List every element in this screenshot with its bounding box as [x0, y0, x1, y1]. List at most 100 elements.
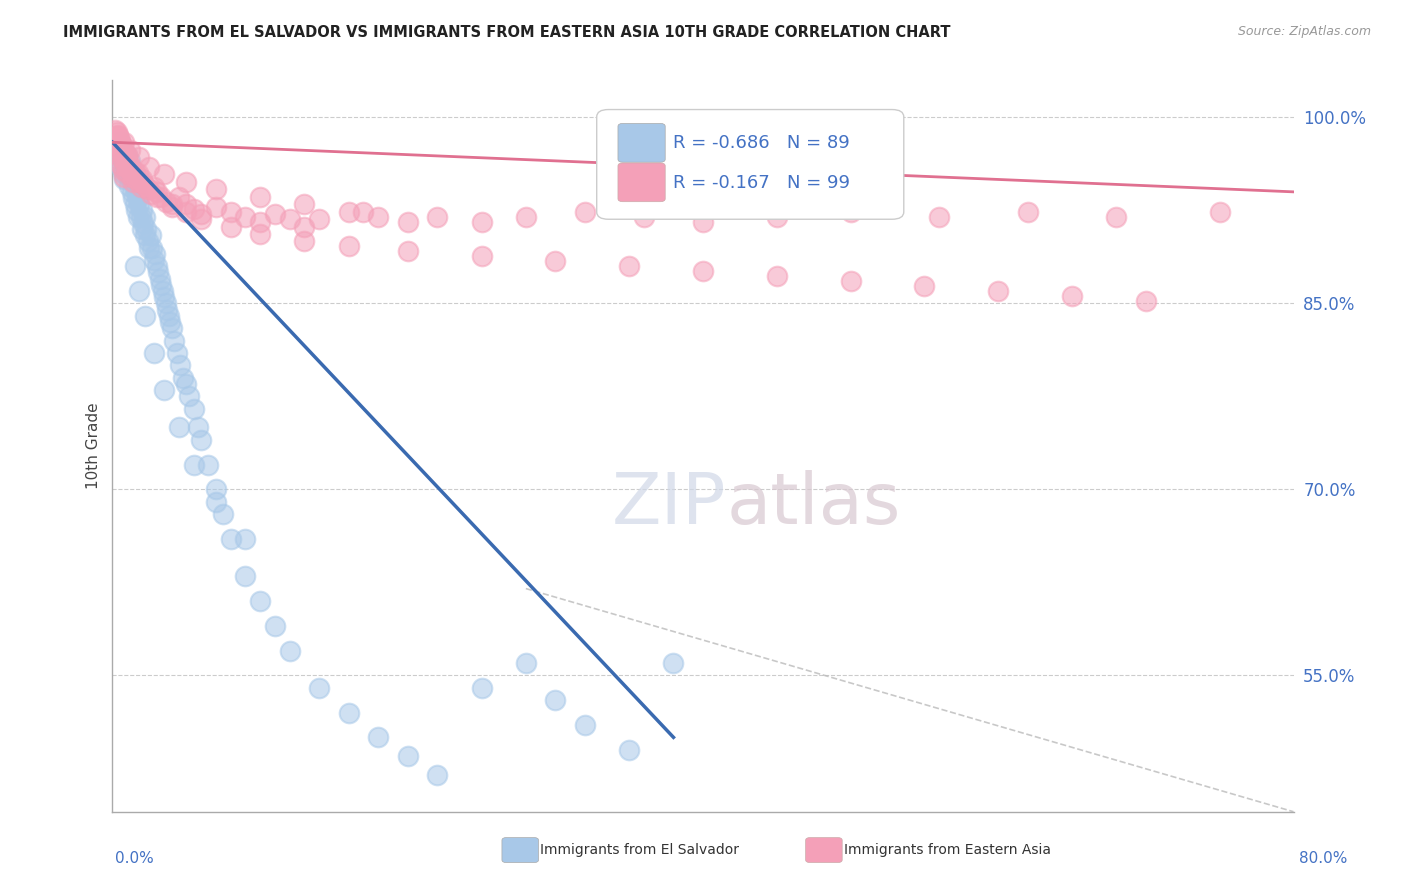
Point — [120, 158, 142, 172]
Point — [138, 160, 160, 174]
Point — [212, 507, 235, 521]
Point — [146, 190, 169, 204]
Text: R = -0.167   N = 99: R = -0.167 N = 99 — [673, 174, 851, 192]
Point — [129, 210, 152, 224]
Point — [249, 190, 271, 204]
Point — [426, 767, 449, 781]
Point — [127, 166, 149, 180]
Point — [396, 244, 419, 259]
Point — [111, 166, 134, 180]
Point — [633, 210, 655, 224]
Point — [117, 166, 138, 180]
Point — [249, 214, 271, 228]
Point — [121, 169, 143, 184]
Point — [692, 264, 714, 278]
Y-axis label: 10th Grade: 10th Grade — [86, 402, 101, 490]
Point — [111, 140, 134, 154]
Point — [337, 239, 360, 253]
Point — [136, 235, 159, 249]
Point — [125, 203, 148, 218]
Point — [148, 265, 170, 279]
Point — [131, 172, 153, 186]
Point — [110, 158, 132, 172]
Point — [134, 210, 156, 224]
Point — [146, 259, 169, 273]
Point — [174, 197, 197, 211]
Point — [122, 175, 145, 189]
Point — [128, 150, 150, 164]
Text: 0.0%: 0.0% — [115, 851, 155, 865]
Point — [292, 197, 315, 211]
Point — [120, 172, 142, 186]
Point — [121, 166, 143, 180]
Point — [278, 643, 301, 657]
Point — [112, 169, 135, 184]
Point — [179, 389, 201, 403]
Point — [112, 172, 135, 186]
Point — [470, 249, 494, 263]
Point — [219, 204, 242, 219]
Point — [134, 178, 156, 193]
Point — [156, 302, 179, 317]
Point — [396, 748, 419, 763]
Point — [117, 147, 138, 161]
Point — [249, 594, 271, 608]
Point — [187, 420, 209, 434]
Point — [153, 290, 176, 304]
Point — [264, 619, 287, 633]
Text: ZIP: ZIP — [612, 470, 727, 539]
Point — [766, 269, 789, 284]
Point — [132, 216, 155, 230]
Point — [135, 222, 157, 236]
Point — [152, 284, 174, 298]
Point — [167, 420, 190, 434]
Point — [134, 309, 156, 323]
Point — [766, 210, 789, 224]
Point — [108, 153, 131, 168]
Point — [107, 145, 129, 160]
FancyBboxPatch shape — [596, 110, 904, 219]
Point — [131, 222, 153, 236]
Point — [662, 656, 685, 670]
Point — [105, 141, 128, 155]
Point — [367, 731, 389, 745]
Point — [160, 197, 183, 211]
Point — [155, 194, 177, 209]
Text: Source: ZipAtlas.com: Source: ZipAtlas.com — [1237, 25, 1371, 38]
Point — [107, 128, 129, 142]
Point — [138, 241, 160, 255]
Point — [131, 203, 153, 218]
Point — [131, 175, 153, 189]
Point — [110, 160, 132, 174]
Point — [396, 214, 419, 228]
Point — [120, 153, 142, 168]
Point — [839, 274, 862, 288]
Point — [205, 182, 228, 196]
Point — [118, 160, 141, 174]
Point — [139, 187, 162, 202]
Point — [124, 165, 146, 179]
Point — [105, 129, 128, 144]
Point — [110, 141, 132, 155]
Point — [160, 200, 183, 214]
Point — [108, 135, 131, 149]
Point — [157, 309, 180, 323]
Point — [125, 185, 148, 199]
Point — [337, 204, 360, 219]
Point — [174, 377, 197, 392]
Point — [142, 253, 165, 268]
Point — [183, 202, 205, 217]
Point — [129, 180, 152, 194]
Point — [233, 210, 256, 224]
Point — [128, 175, 150, 189]
Point — [544, 693, 567, 707]
Point — [470, 681, 494, 695]
Point — [117, 147, 138, 161]
Point — [104, 123, 127, 137]
Point — [233, 532, 256, 546]
Point — [839, 204, 862, 219]
Text: atlas: atlas — [727, 470, 901, 539]
Point — [108, 133, 131, 147]
Point — [367, 210, 389, 224]
Point — [122, 172, 145, 186]
